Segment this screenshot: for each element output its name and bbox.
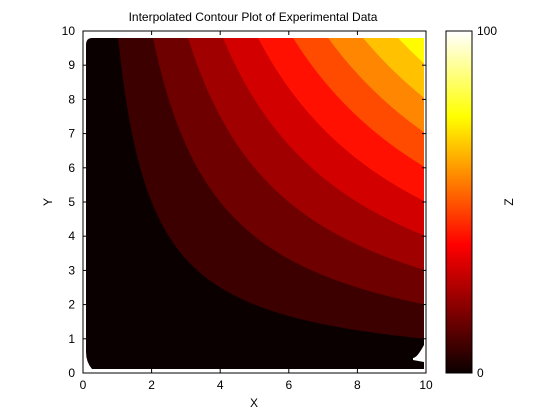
y-tick-label: 5 — [68, 195, 75, 209]
y-tick-label: 7 — [68, 127, 75, 141]
x-tick-label: 0 — [80, 378, 87, 392]
y-tick-label: 3 — [68, 263, 75, 277]
x-tick-label: 2 — [148, 378, 155, 392]
colorbar-ticks: 0 100 — [468, 24, 497, 380]
y-tick-label: 2 — [68, 298, 75, 312]
y-tick-label: 6 — [68, 161, 75, 175]
colorbar-label: Z — [502, 198, 516, 205]
x-axis-ticks: 0 2 4 6 8 10 — [80, 31, 433, 392]
y-tick-label: 9 — [68, 58, 75, 72]
contour-band-90 — [391, 38, 424, 66]
y-axis-label: Y — [41, 198, 55, 206]
colorbar-tick-label: 0 — [477, 366, 484, 380]
contour-bands — [86, 38, 424, 369]
x-tick-label: 6 — [285, 378, 292, 392]
colorbar — [445, 30, 473, 374]
y-tick-label: 8 — [68, 92, 75, 106]
y-tick-label: 1 — [68, 332, 75, 346]
colorbar-tick-label: 100 — [477, 24, 497, 38]
x-tick-label: 4 — [217, 378, 224, 392]
x-axis-label: X — [250, 396, 258, 410]
x-tick-label: 10 — [419, 378, 433, 392]
chart-title: Interpolated Contour Plot of Experimenta… — [129, 10, 378, 24]
y-tick-label: 0 — [68, 366, 75, 380]
y-tick-label: 10 — [62, 24, 76, 38]
x-tick-label: 8 — [354, 378, 361, 392]
y-tick-label: 4 — [68, 229, 75, 243]
y-axis-ticks: 0 1 2 3 4 5 6 7 8 9 10 — [62, 24, 426, 380]
